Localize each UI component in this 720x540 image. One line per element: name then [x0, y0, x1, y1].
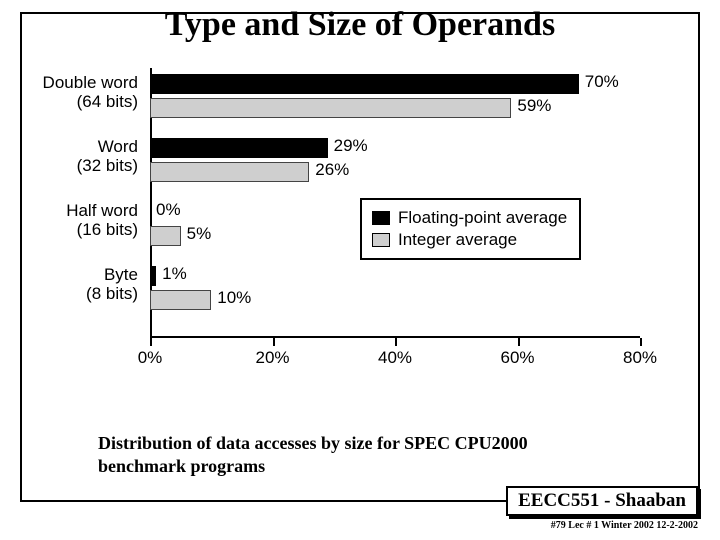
bar-value-int-halfword: 5% [187, 224, 212, 244]
cat-line2: (16 bits) [77, 220, 138, 239]
xtick-label: 0% [138, 348, 163, 368]
bar-value-fp-word: 29% [334, 136, 368, 156]
xtick [273, 338, 275, 346]
legend-swatch-fp [372, 211, 390, 225]
bar-value-int-byte: 10% [217, 288, 251, 308]
bar-int-doubleword [150, 98, 511, 118]
slide-title: Type and Size of Operands [0, 6, 720, 44]
cat-line2: (8 bits) [86, 284, 138, 303]
bar-value-int-doubleword: 59% [517, 96, 551, 116]
caption: Distribution of data accesses by size fo… [98, 432, 528, 477]
xtick-label: 60% [500, 348, 534, 368]
xtick [395, 338, 397, 346]
cat-line2: (64 bits) [77, 92, 138, 111]
legend: Floating-point average Integer average [360, 198, 581, 260]
footer-subline: #79 Lec # 1 Winter 2002 12-2-2002 [551, 520, 698, 531]
bar-int-halfword [150, 226, 181, 246]
chart: Double word (64 bits) Word (32 bits) Hal… [20, 68, 660, 378]
xtick-label: 40% [378, 348, 412, 368]
cat-line2: (32 bits) [77, 156, 138, 175]
bar-fp-doubleword [150, 74, 579, 94]
xtick-label: 20% [255, 348, 289, 368]
bar-int-word [150, 162, 309, 182]
legend-label-int: Integer average [398, 230, 517, 250]
xtick [518, 338, 520, 346]
cat-line1: Word [98, 137, 138, 156]
plot-region: 0% 20% 40% 60% 80% 70% 59% 29% 26% 0% 5%… [150, 68, 640, 338]
slide: Type and Size of Operands Double word (6… [0, 0, 720, 540]
caption-line2: benchmark programs [98, 456, 265, 476]
xtick-label: 80% [623, 348, 657, 368]
legend-row-int: Integer average [372, 230, 567, 250]
cat-line1: Byte [104, 265, 138, 284]
bar-value-fp-byte: 1% [162, 264, 187, 284]
legend-swatch-int [372, 233, 390, 247]
footer-course: EECC551 - Shaaban [506, 486, 698, 516]
bar-value-int-word: 26% [315, 160, 349, 180]
bar-value-fp-halfword: 0% [156, 200, 181, 220]
cat-line1: Double word [43, 73, 138, 92]
cat-line1: Half word [66, 201, 138, 220]
bar-int-byte [150, 290, 211, 310]
bar-fp-byte [150, 266, 156, 286]
caption-line1: Distribution of data accesses by size fo… [98, 433, 528, 453]
xtick [150, 338, 152, 346]
bar-value-fp-doubleword: 70% [585, 72, 619, 92]
xtick [640, 338, 642, 346]
legend-label-fp: Floating-point average [398, 208, 567, 228]
legend-row-fp: Floating-point average [372, 208, 567, 228]
bar-fp-word [150, 138, 328, 158]
